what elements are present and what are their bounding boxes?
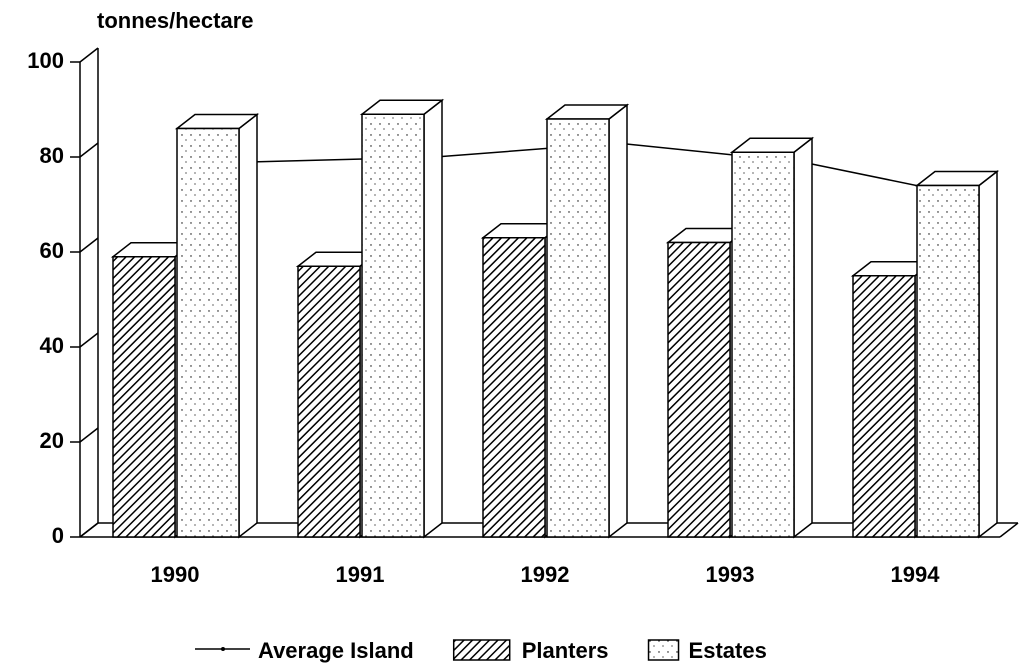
legend-swatch <box>452 639 511 661</box>
bar-side <box>238 112 258 539</box>
legend-marker <box>221 647 225 651</box>
tick-diag <box>79 47 99 63</box>
bar <box>176 127 240 538</box>
bar <box>667 241 731 538</box>
x-tick-label: 1992 <box>521 562 570 587</box>
bar <box>297 265 361 538</box>
bar <box>546 118 610 538</box>
bar <box>916 184 980 538</box>
x-tick-label: 1990 <box>151 562 200 587</box>
tick-diag <box>79 237 99 253</box>
y-axis-label: tonnes/hectare <box>97 8 254 33</box>
legend-label: Average Island <box>258 638 414 663</box>
y-tick-label: 60 <box>40 238 64 263</box>
x-tick-label: 1993 <box>706 562 755 587</box>
bar-side <box>978 169 998 539</box>
x-tick-label: 1991 <box>336 562 385 587</box>
y-tick-label: 0 <box>52 523 64 548</box>
legend: Average Island Planters Estates <box>195 638 767 663</box>
legend-swatch <box>647 639 680 661</box>
y-tick-label: 80 <box>40 143 64 168</box>
bar <box>852 275 916 538</box>
bar-side <box>793 136 813 539</box>
y-tick-label: 100 <box>27 48 64 73</box>
legend-label: Planters <box>522 638 609 663</box>
tick-diag <box>79 332 99 348</box>
tick-diag <box>79 522 99 538</box>
legend-label: Estates <box>689 638 767 663</box>
bar <box>112 256 176 538</box>
y-tick-label: 20 <box>40 428 64 453</box>
bar <box>731 151 795 538</box>
x-tick-label: 1994 <box>891 562 941 587</box>
bar <box>482 237 546 538</box>
tick-diag <box>79 427 99 443</box>
y-tick-label: 40 <box>40 333 64 358</box>
bar-side <box>608 103 628 539</box>
floor-right <box>999 522 1019 538</box>
bar-side <box>423 98 443 539</box>
tick-diag <box>79 142 99 158</box>
bar <box>361 113 425 538</box>
